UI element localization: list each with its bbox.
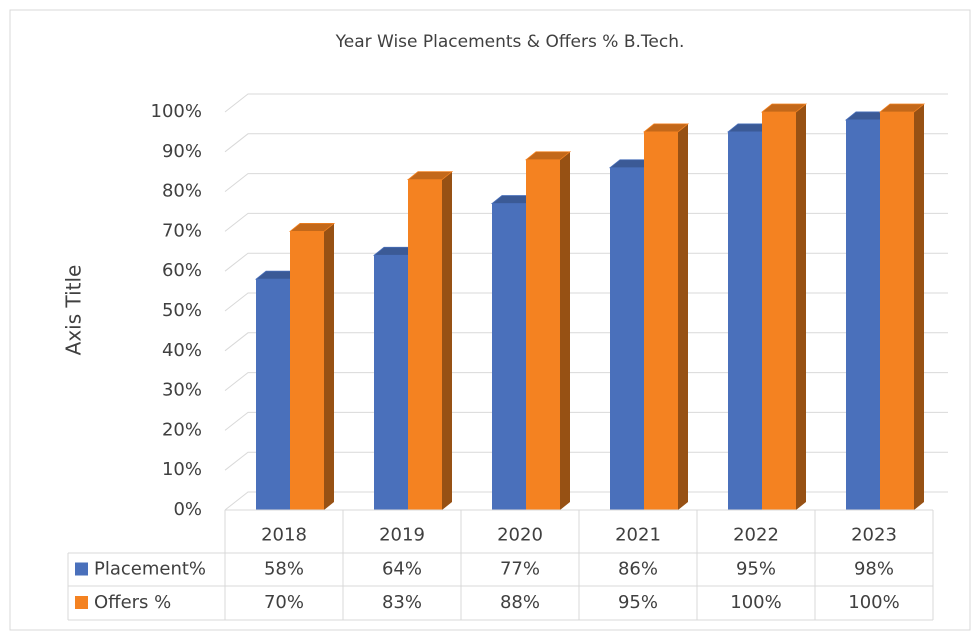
- grid-line: [224, 93, 948, 113]
- bar-side: [324, 223, 334, 510]
- y-tick-label: 60%: [162, 260, 202, 281]
- grid-line: [224, 411, 948, 431]
- table-value: 77%: [500, 559, 540, 580]
- bar-side: [914, 104, 924, 510]
- grid-line: [224, 292, 948, 312]
- bar: [644, 131, 678, 510]
- grid-line: [224, 491, 948, 511]
- y-tick-label: 70%: [162, 220, 202, 241]
- bar: [728, 131, 762, 510]
- y-tick-label: 90%: [162, 141, 202, 162]
- grid-line: [224, 173, 948, 192]
- table-value: 100%: [848, 592, 899, 613]
- grid-line: [224, 252, 948, 272]
- table-value: 64%: [382, 559, 422, 580]
- table-value: 86%: [618, 559, 658, 580]
- bar: [290, 231, 324, 510]
- bar: [880, 112, 914, 510]
- bar-side: [442, 171, 452, 510]
- legend-swatch: [75, 596, 88, 609]
- table-value: 58%: [264, 559, 304, 580]
- legend-label: Placement%: [94, 559, 206, 580]
- grid-line: [224, 451, 948, 471]
- bar: [492, 203, 526, 511]
- bar: [256, 279, 290, 510]
- x-tick-label: 2021: [615, 525, 661, 546]
- y-tick-label: 40%: [162, 340, 202, 361]
- table-value: 98%: [854, 559, 894, 580]
- table-value: 95%: [736, 559, 776, 580]
- table-value: 95%: [618, 592, 658, 613]
- bar: [846, 119, 880, 511]
- grid-line: [224, 372, 948, 391]
- y-tick-label: 30%: [162, 380, 202, 401]
- y-tick-label: 20%: [162, 419, 202, 440]
- bar-side: [796, 104, 806, 510]
- table-value: 100%: [730, 592, 781, 613]
- chart-title: Year Wise Placements & Offers % B.Tech.: [335, 32, 685, 52]
- grid-line: [224, 133, 948, 153]
- y-tick-label: 80%: [162, 181, 202, 202]
- x-tick-label: 2020: [497, 525, 543, 546]
- bar: [374, 255, 408, 510]
- bar: [762, 112, 796, 510]
- x-tick-label: 2023: [851, 525, 897, 546]
- table-value: 88%: [500, 592, 540, 613]
- grid-line: [224, 212, 948, 232]
- bar: [610, 167, 644, 510]
- x-tick-label: 2019: [379, 525, 425, 546]
- y-tick-label: 0%: [173, 499, 202, 520]
- bar: [526, 159, 560, 510]
- table-value: 83%: [382, 592, 422, 613]
- y-axis-title: Axis Title: [62, 265, 86, 356]
- x-tick-label: 2018: [261, 525, 307, 546]
- y-tick-label: 10%: [162, 459, 202, 480]
- legend-swatch: [75, 562, 88, 576]
- bar: [408, 179, 442, 510]
- chart-frame: [9, 9, 971, 631]
- bar-side: [560, 151, 570, 510]
- x-tick-label: 2022: [733, 525, 779, 546]
- legend-label: Offers %: [94, 592, 171, 613]
- y-tick-label: 50%: [162, 300, 202, 321]
- y-tick-label: 100%: [151, 101, 202, 122]
- grid-line: [224, 332, 948, 352]
- bar-side: [678, 123, 688, 511]
- table-value: 70%: [264, 592, 304, 613]
